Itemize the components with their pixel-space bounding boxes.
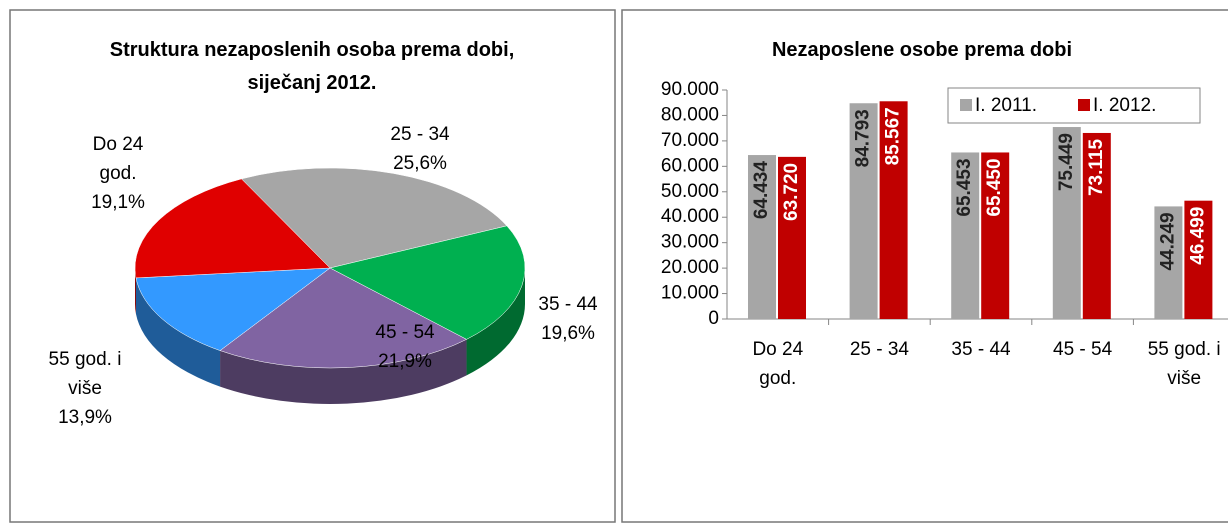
bar — [778, 156, 806, 319]
bar — [1184, 200, 1213, 319]
bar — [1154, 206, 1183, 319]
pie-slice — [135, 267, 331, 351]
category: 25 - 34 — [390, 124, 450, 145]
pie-side — [135, 277, 221, 387]
x-tick-label: 45 - 54 — [1053, 339, 1113, 360]
pie-slice — [219, 267, 468, 369]
legend-label: I. 2011. — [975, 95, 1037, 116]
category: Do 24 god. — [92, 134, 144, 184]
percent: 19,6% — [541, 323, 595, 344]
bar — [748, 155, 776, 319]
pie-label: 55 god. i više 13,9% — [45, 345, 125, 432]
pie-label: 45 - 54 21,9% — [365, 318, 445, 376]
pie-label: 25 - 34 25,6% — [380, 120, 460, 178]
value-label: 64.434 — [751, 161, 772, 220]
value-label: 65.450 — [984, 158, 1005, 216]
legend-swatch — [1078, 99, 1090, 111]
value-label: 63.720 — [781, 163, 802, 221]
y-tick-label: 0 — [708, 308, 719, 329]
value-label: 75.449 — [1056, 133, 1077, 191]
legend-label: I. 2012. — [1093, 95, 1156, 116]
pie-slice — [134, 178, 331, 279]
value-label: 65.453 — [954, 158, 975, 216]
y-tick-label: 60.000 — [661, 155, 719, 176]
bar — [849, 103, 878, 319]
x-tick-label: 25 - 34 — [849, 339, 909, 360]
pie-title: Struktura nezaposlenih osoba prema dobi,… — [109, 39, 515, 94]
value-label: 44.249 — [1157, 212, 1178, 270]
pie-side — [135, 268, 136, 314]
y-tick-label: 20.000 — [661, 257, 719, 278]
category: 45 - 54 — [375, 322, 435, 343]
bar — [951, 152, 980, 319]
pie-side — [466, 268, 526, 376]
y-tick-label: 40.000 — [661, 206, 719, 227]
x-tick-label: Do 24 god. — [752, 339, 804, 389]
pie-slice — [240, 167, 508, 269]
value-label: 73.115 — [1086, 139, 1107, 196]
y-tick-label: 50.000 — [661, 181, 719, 202]
y-tick-label: 10.000 — [661, 283, 719, 304]
y-tick-label: 80.000 — [661, 104, 719, 125]
bar — [981, 152, 1010, 319]
x-tick-label: 35 - 44 — [951, 339, 1011, 360]
y-tick-label: 90.000 — [661, 79, 719, 100]
value-label: 84.793 — [853, 109, 874, 167]
bar — [879, 101, 908, 319]
pie-side — [220, 339, 467, 404]
pie-label: 35 - 44 19,6% — [528, 290, 608, 348]
legend — [947, 87, 1201, 124]
pie-label: Do 24 god. 19,1% — [78, 130, 158, 217]
percent: 19,1% — [91, 192, 145, 213]
bar — [1052, 127, 1081, 320]
bar-title: Nezaposlene osobe prema dobi — [771, 39, 1073, 61]
bar — [1082, 132, 1111, 319]
y-tick-label: 30.000 — [661, 232, 719, 253]
value-label: 85.567 — [883, 107, 904, 165]
value-label: 46.499 — [1187, 207, 1208, 265]
legend-swatch — [960, 99, 972, 111]
panel — [9, 9, 616, 523]
category: 55 god. i više — [48, 349, 122, 399]
percent: 13,9% — [58, 407, 112, 428]
panel — [621, 9, 1228, 523]
percent: 25,6% — [393, 153, 447, 174]
pie-slice — [329, 225, 526, 340]
y-tick-label: 70.000 — [661, 130, 719, 151]
percent: 21,9% — [378, 351, 432, 372]
x-tick-label: 55 god. i više — [1147, 339, 1221, 389]
category: 35 - 44 — [538, 294, 598, 315]
